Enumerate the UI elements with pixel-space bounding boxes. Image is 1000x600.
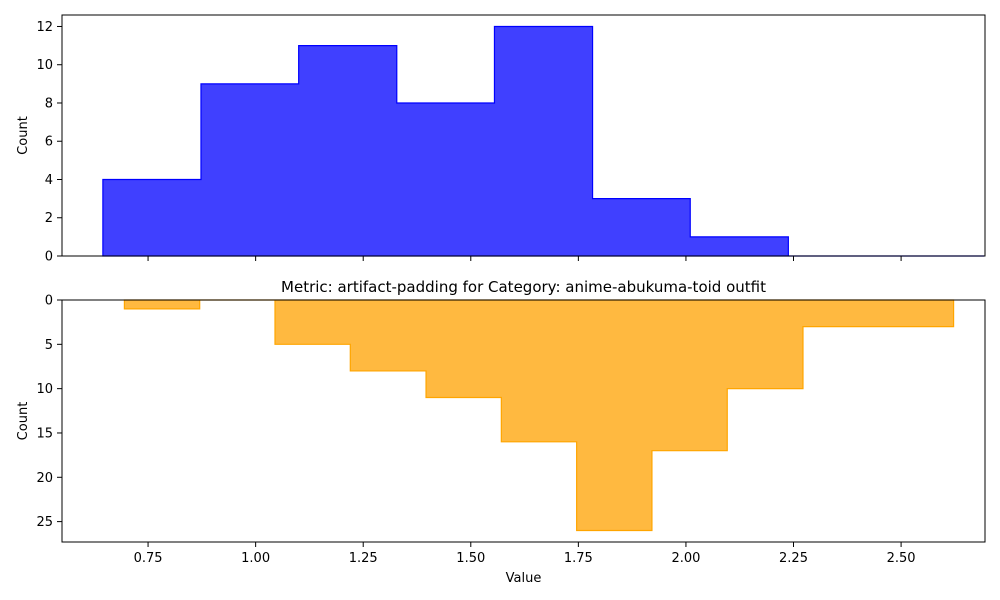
bottom-plot-frame xyxy=(61,299,986,543)
x-tick-label: 1.50 xyxy=(456,551,485,566)
top-y-ticks: 0 2 4 6 8 10 12 xyxy=(36,20,62,265)
x-tick-label: 2.50 xyxy=(887,551,916,566)
y-tick-label: 0 xyxy=(45,250,53,265)
x-tick-label: 2.00 xyxy=(671,551,700,566)
histogram-area xyxy=(123,299,955,532)
bottom-histogram-bars xyxy=(123,299,955,532)
y-tick-label: 10 xyxy=(36,58,53,73)
y-tick-label: 8 xyxy=(45,96,53,111)
x-tick-label: 2.25 xyxy=(779,551,808,566)
y-tick-label: 0 xyxy=(45,294,53,309)
x-tick-label: 0.75 xyxy=(134,551,163,566)
y-tick-label: 6 xyxy=(45,135,53,150)
y-tick-label: 12 xyxy=(36,20,53,35)
y-tick-label: 20 xyxy=(36,471,53,486)
y-tick-label: 4 xyxy=(45,173,53,188)
bottom-x-axis-label: Value xyxy=(506,571,542,586)
x-tick-label: 1.75 xyxy=(564,551,593,566)
bottom-y-axis-label: Count xyxy=(16,402,31,441)
top-y-axis-label: Count xyxy=(16,116,31,155)
y-tick-label: 5 xyxy=(45,338,53,353)
bottom-chart-title: Metric: artifact-padding for Category: a… xyxy=(281,278,766,296)
top-histogram-panel: 0 2 4 6 8 10 12 Count xyxy=(16,14,986,265)
histogram-area xyxy=(102,25,985,257)
y-tick-label: 2 xyxy=(45,211,53,226)
x-tick-label: 1.25 xyxy=(349,551,378,566)
y-tick-label: 10 xyxy=(36,382,53,397)
top-histogram-bars xyxy=(102,25,985,257)
bottom-y-ticks: 0 5 10 15 20 25 xyxy=(36,294,62,530)
y-tick-label: 15 xyxy=(36,426,53,441)
top-plot-frame xyxy=(61,14,986,257)
x-tick-label: 1.00 xyxy=(241,551,270,566)
y-tick-label: 25 xyxy=(36,515,53,530)
bottom-x-ticks: 0.75 1.00 1.25 1.50 1.75 2.00 2.25 2.50 xyxy=(134,542,916,566)
bottom-histogram-panel: Metric: artifact-padding for Category: a… xyxy=(16,278,986,586)
top-x-ticks xyxy=(147,256,902,261)
